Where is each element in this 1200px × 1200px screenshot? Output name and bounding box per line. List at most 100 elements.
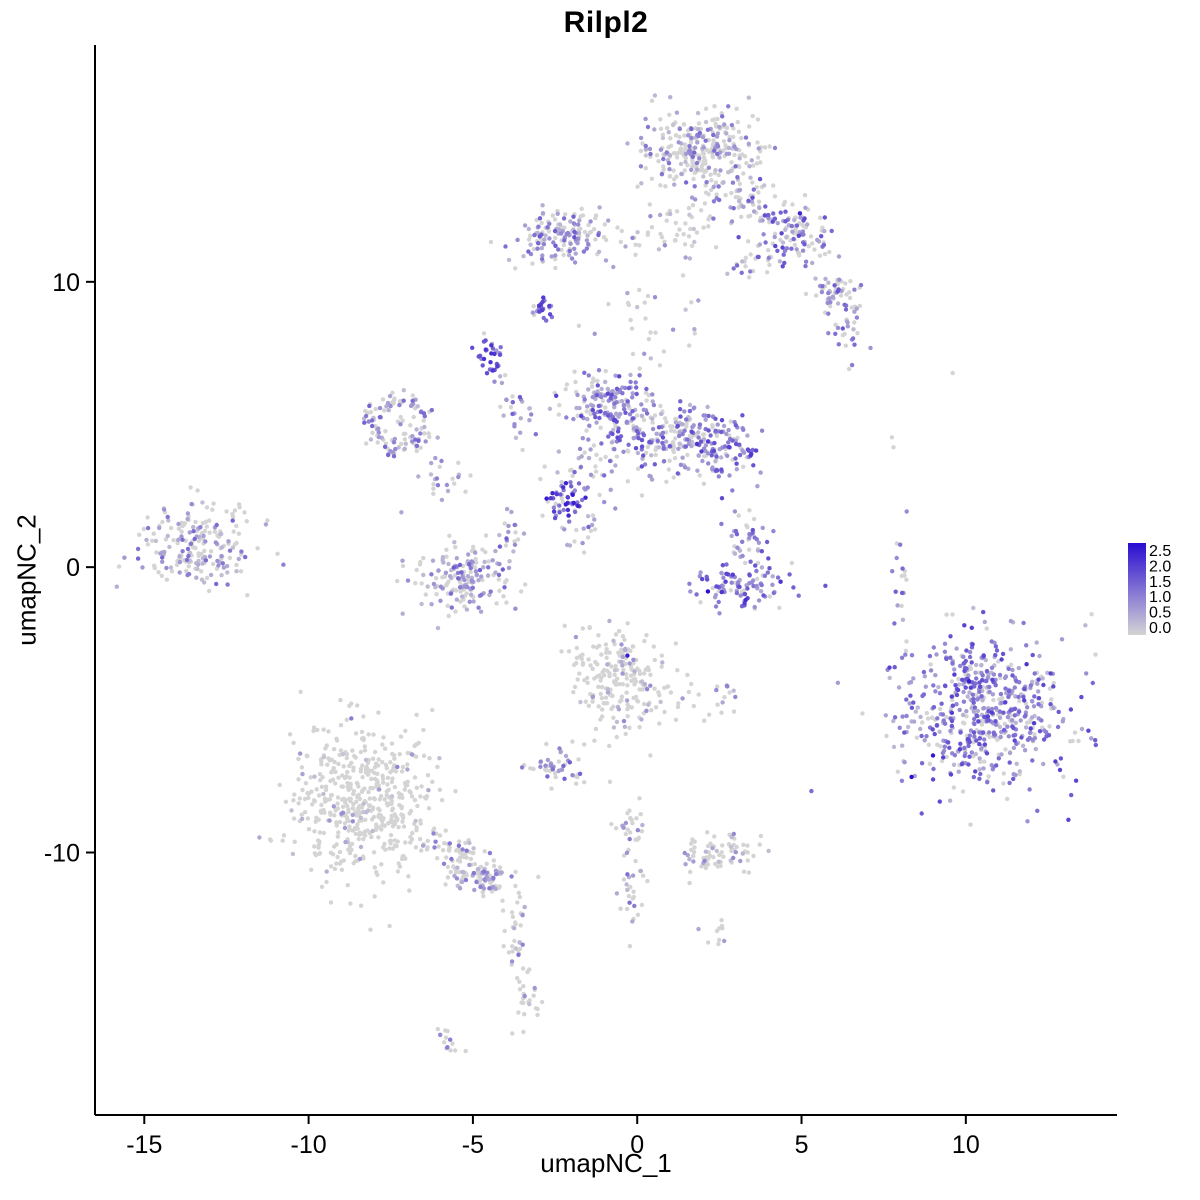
data-point: [944, 656, 949, 662]
data-point: [958, 741, 963, 746]
data-point: [993, 644, 999, 649]
data-point: [770, 219, 775, 224]
data-point: [517, 394, 523, 400]
data-point: [400, 558, 405, 563]
data-point: [612, 401, 617, 406]
data-point: [616, 628, 622, 634]
data-point: [700, 149, 705, 155]
data-point: [368, 785, 373, 791]
data-point: [145, 515, 150, 520]
data-point: [414, 742, 419, 747]
data-point: [793, 227, 798, 232]
data-point: [577, 446, 583, 452]
data-point: [371, 732, 376, 737]
data-point: [434, 592, 439, 597]
data-point: [379, 862, 384, 867]
data-point: [624, 672, 629, 677]
data-point: [646, 667, 651, 673]
data-point: [680, 273, 686, 278]
data-point: [518, 416, 523, 421]
data-point: [798, 215, 803, 220]
data-point: [687, 256, 693, 261]
data-point: [323, 784, 329, 789]
data-point: [911, 700, 916, 705]
data-point: [580, 436, 585, 441]
data-point: [687, 343, 692, 348]
data-point: [563, 387, 568, 392]
data-point: [338, 697, 343, 703]
data-point: [656, 425, 662, 430]
data-point: [382, 746, 388, 751]
data-point: [860, 711, 865, 716]
data-point: [614, 454, 620, 459]
data-point: [152, 563, 157, 568]
data-point: [729, 190, 734, 196]
data-point: [909, 653, 915, 658]
data-point: [833, 322, 838, 327]
data-point: [966, 673, 971, 678]
data-point: [620, 671, 625, 676]
data-point: [949, 710, 955, 715]
data-point: [732, 551, 738, 556]
data-point: [161, 507, 167, 512]
data-point: [631, 436, 637, 441]
data-point: [933, 673, 938, 678]
data-point: [461, 873, 466, 879]
data-point: [408, 403, 414, 409]
data-point: [610, 431, 615, 437]
data-point: [389, 779, 395, 785]
data-point: [477, 353, 483, 358]
data-point: [683, 142, 688, 147]
data-point: [584, 238, 590, 243]
data-point: [572, 229, 577, 235]
data-point: [720, 114, 725, 119]
data-point: [231, 529, 236, 534]
data-point: [1079, 694, 1084, 700]
data-point: [899, 603, 904, 609]
data-point: [402, 780, 408, 786]
data-point: [966, 762, 971, 767]
data-point: [517, 987, 523, 992]
data-point: [794, 223, 800, 228]
data-point: [690, 203, 696, 208]
data-point: [996, 659, 1001, 664]
data-point: [919, 811, 924, 816]
data-point: [492, 379, 497, 384]
data-point: [650, 416, 655, 421]
data-point: [713, 416, 718, 421]
data-point: [729, 834, 734, 840]
data-point: [673, 220, 678, 226]
data-point: [961, 699, 967, 704]
data-point: [590, 394, 595, 400]
data-point: [904, 639, 909, 644]
data-point: [602, 473, 607, 478]
data-point: [358, 903, 364, 908]
data-point: [755, 560, 761, 566]
data-point: [677, 407, 683, 412]
data-point: [887, 665, 892, 670]
data-point: [930, 727, 935, 732]
data-point: [619, 647, 624, 652]
data-point: [512, 926, 517, 931]
data-point: [536, 224, 541, 229]
data-point: [621, 825, 626, 830]
data-point: [265, 518, 270, 523]
data-point: [198, 525, 203, 530]
data-point: [994, 648, 1000, 653]
data-point: [717, 155, 722, 160]
data-point: [637, 287, 642, 293]
data-point: [1069, 792, 1074, 798]
data-point: [387, 846, 392, 851]
data-point: [468, 569, 473, 575]
data-point: [399, 441, 404, 447]
data-point: [320, 775, 325, 780]
data-point: [578, 699, 583, 705]
data-point: [637, 243, 642, 248]
data-point: [708, 172, 713, 177]
data-point: [991, 672, 997, 677]
data-point: [1044, 730, 1049, 735]
data-point: [887, 675, 892, 681]
data-point: [954, 692, 960, 698]
data-point: [517, 894, 522, 900]
data-point: [716, 859, 721, 864]
